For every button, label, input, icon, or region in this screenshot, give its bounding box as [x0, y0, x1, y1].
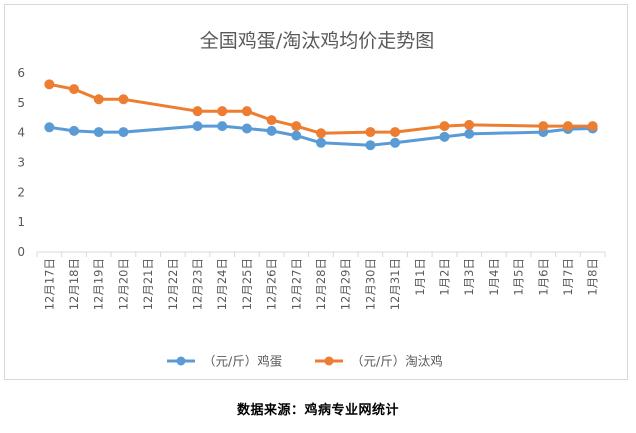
chart-container: 全国鸡蛋/淘汰鸡均价走势图 0 1 2 3 4 5 6 12月17日 12月18日 12月19日 1… — [4, 4, 628, 380]
data-point — [217, 121, 228, 132]
data-point — [562, 121, 573, 132]
x-tick-label: 12月27日 — [289, 258, 303, 310]
x-tick-label: 12月19日 — [92, 258, 106, 310]
series-layer — [44, 79, 598, 151]
data-point — [192, 106, 203, 117]
x-tick-label: 12月31日 — [388, 258, 402, 310]
y-tick-label: 2 — [17, 185, 25, 199]
x-tick-label: 12月21日 — [141, 258, 155, 310]
data-point — [266, 115, 277, 126]
data-point — [291, 121, 302, 132]
data-point — [44, 122, 55, 133]
x-tick-label: 12月24日 — [215, 258, 229, 310]
line-chart: 全国鸡蛋/淘汰鸡均价走势图 0 1 2 3 4 5 6 12月17日 12月18日 12月19日 1… — [17, 30, 606, 369]
x-tick-label: 1月7日 — [561, 258, 575, 296]
data-point — [69, 84, 80, 95]
data-point — [241, 123, 252, 134]
data-point — [118, 94, 129, 105]
data-point — [390, 137, 401, 148]
data-point — [464, 119, 475, 130]
y-tick-label: 5 — [17, 96, 25, 110]
data-point — [69, 125, 80, 136]
legend: （元/斤）鸡蛋 （元/斤）淘汰鸡 — [167, 354, 443, 369]
legend-label-2: （元/斤）淘汰鸡 — [351, 354, 443, 369]
data-point — [538, 121, 549, 132]
x-tick-label: 12月18日 — [67, 258, 81, 310]
data-point — [390, 127, 401, 138]
y-tick-label: 6 — [17, 66, 25, 80]
data-point — [44, 79, 55, 90]
x-tick-label: 12月30日 — [363, 258, 377, 310]
x-tick-label: 1月1日 — [413, 258, 427, 296]
x-tick-label: 1月2日 — [437, 258, 451, 296]
x-tick-label: 1月8日 — [586, 258, 600, 296]
data-point — [291, 130, 302, 141]
legend-marker-1 — [176, 356, 186, 366]
x-tick-label: 1月5日 — [512, 258, 526, 296]
x-tick-label: 12月29日 — [339, 258, 353, 310]
y-tick-label: 4 — [17, 126, 25, 140]
legend-marker-2 — [324, 356, 334, 366]
data-point — [316, 128, 326, 139]
series-line-2 — [47, 82, 595, 135]
x-tick-label: 12月20日 — [116, 258, 130, 310]
data-point — [365, 127, 376, 138]
data-point — [439, 131, 450, 142]
x-tick-label: 1月6日 — [536, 258, 550, 296]
x-tick-label: 1月3日 — [462, 258, 476, 296]
legend-label-1: （元/斤）鸡蛋 — [203, 354, 282, 369]
x-tick-label: 1月4日 — [487, 258, 501, 296]
y-tick-label: 1 — [17, 215, 25, 229]
x-tick-label: 12月23日 — [191, 258, 205, 310]
data-point — [464, 128, 475, 139]
data-point — [587, 121, 598, 132]
data-point — [439, 121, 450, 132]
data-point — [365, 140, 376, 151]
x-tick-label: 12月25日 — [240, 258, 254, 310]
y-tick-label: 0 — [17, 245, 25, 259]
data-point — [266, 125, 277, 136]
axes: 0 1 2 3 4 5 6 12月17日 12月18日 12月19日 12月20日 12月21日 12月… — [17, 66, 606, 310]
data-point — [217, 106, 228, 117]
data-point — [192, 121, 203, 132]
chart-title: 全国鸡蛋/淘汰鸡均价走势图 — [200, 30, 434, 52]
data-point — [93, 94, 104, 105]
data-point — [316, 137, 326, 148]
data-point — [241, 106, 252, 117]
x-tick-label: 12月22日 — [166, 258, 180, 310]
data-point — [93, 127, 104, 138]
x-tick-label: 12月17日 — [42, 258, 56, 310]
data-point — [118, 127, 129, 138]
data-source-note: 数据来源：鸡病专业网统计 — [236, 403, 399, 418]
x-tick-label: 12月26日 — [265, 258, 279, 310]
y-tick-label: 3 — [17, 156, 25, 170]
x-tick-label: 12月28日 — [314, 258, 328, 310]
